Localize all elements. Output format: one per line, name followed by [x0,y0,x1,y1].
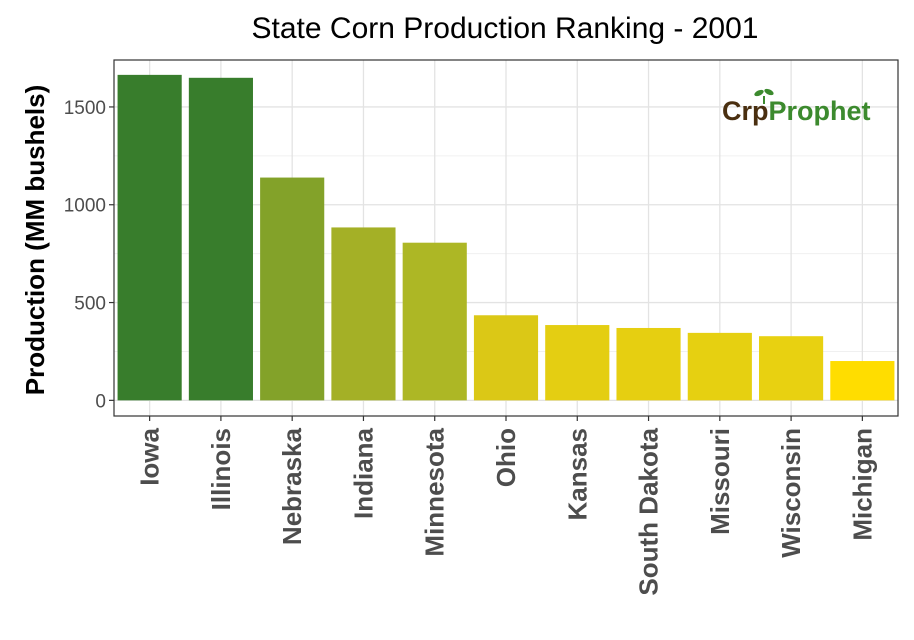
bars [117,74,895,401]
bar-iowa [117,74,182,401]
bar-indiana [331,227,396,401]
x-tick-label: Minnesota [420,427,450,556]
bar-wisconsin [759,336,824,401]
y-tick-label: 1000 [64,196,106,217]
bar-missouri [687,332,752,401]
bar-kansas [545,325,610,401]
bar-michigan [830,361,895,401]
x-tick-label: Kansas [562,428,592,521]
logo-text: CrpProphet [722,96,871,126]
x-tick-label: Iowa [135,427,165,485]
y-ticks: 0 500 1000 1500 [64,98,114,412]
bar-south-dakota [616,327,681,401]
x-tick-label: Illinois [206,428,236,510]
chart-title: State Corn Production Ranking - 2001 [252,12,759,45]
x-tick-label: Michigan [847,428,877,541]
y-tick-label: 500 [74,294,106,315]
y-tick-label: 0 [95,391,106,412]
x-ticks: Iowa Illinois Nebraska Indiana Minnesota Ohio… [135,416,877,596]
crop-prophet-logo: CrpProphet [722,88,871,126]
x-tick-label: Ohio [491,428,521,487]
x-tick-label: Missouri [705,428,735,535]
bar-minnesota [402,242,467,401]
x-tick-label: Wisconsin [776,428,806,558]
x-tick-label: Indiana [348,427,378,519]
logo-part-3: Prophet [769,96,871,126]
sprout-icon [754,88,774,104]
bar-illinois [188,77,253,401]
bar-nebraska [260,177,325,401]
bar-ohio [473,315,539,401]
y-tick-label: 1500 [64,98,106,119]
logo-part-2: p [752,96,769,126]
x-tick-label: Nebraska [277,427,307,545]
y-axis-label: Production (MM bushels) [20,85,50,396]
x-tick-label: South Dakota [634,427,664,595]
logo-part-1: Cr [722,96,752,126]
